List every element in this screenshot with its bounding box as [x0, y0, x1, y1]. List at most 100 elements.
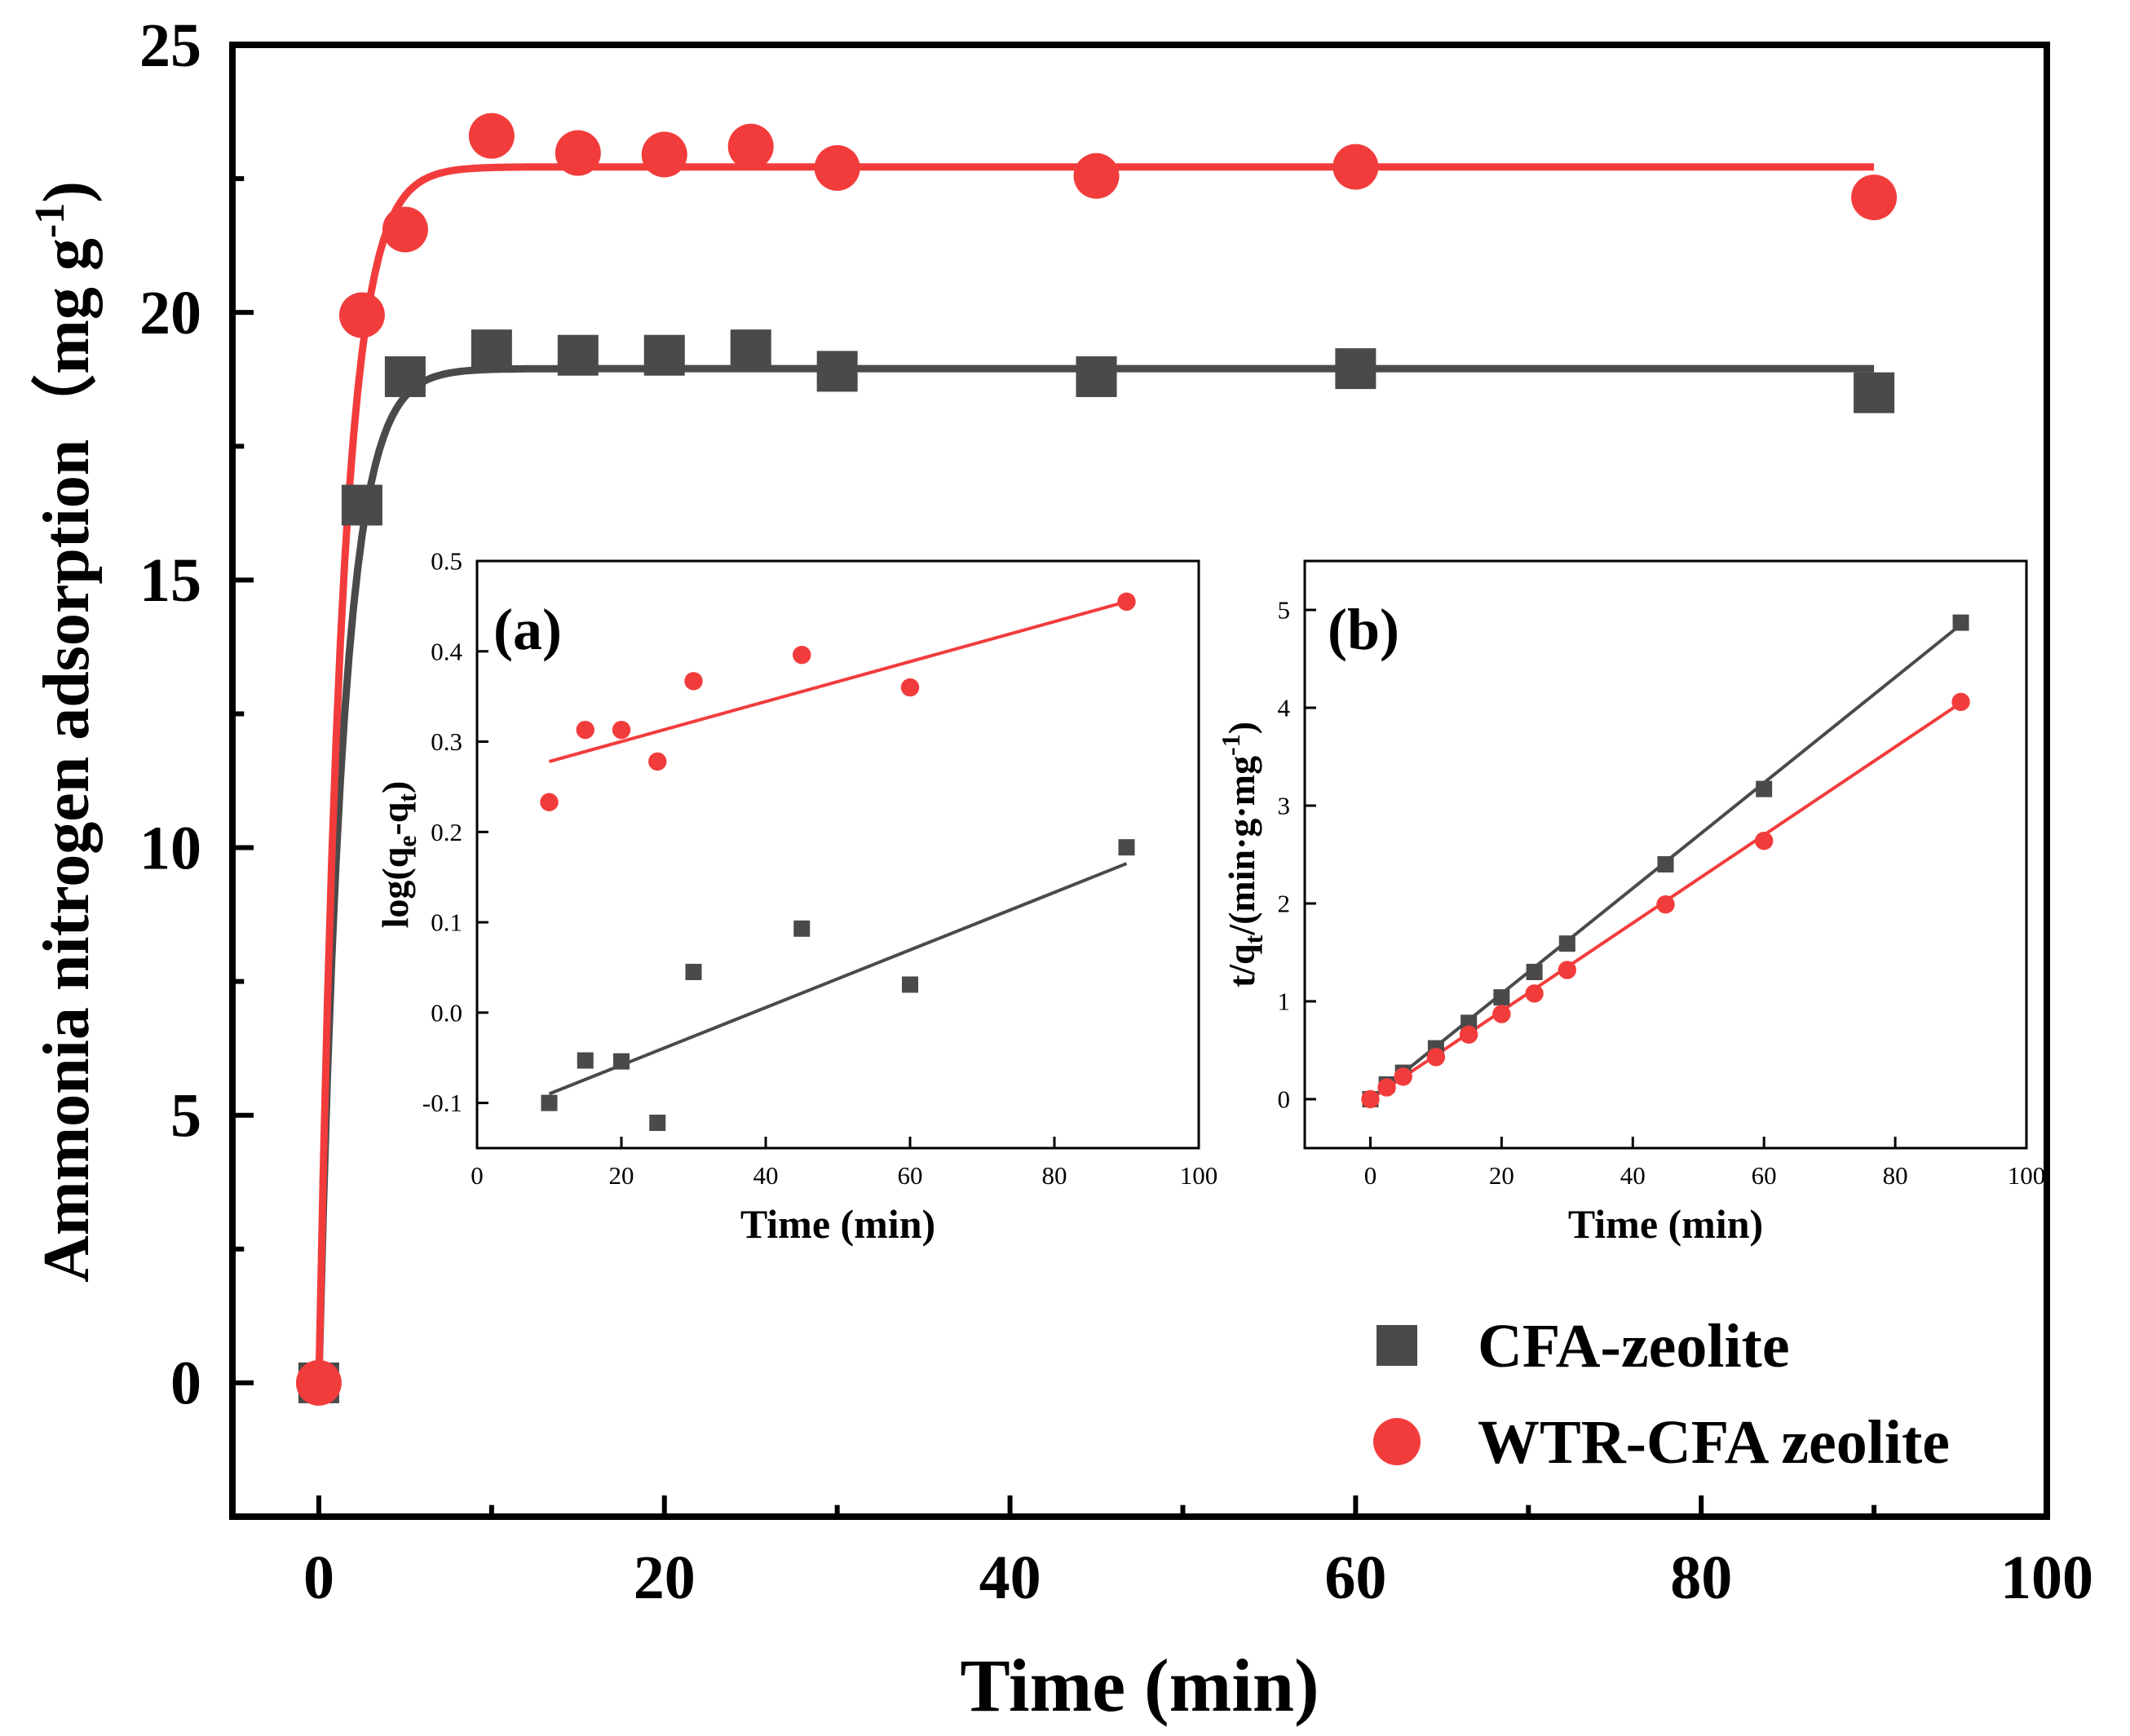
inset-a-x-tick-label: 60 — [898, 1161, 923, 1190]
inset-b-wtr-point — [1525, 984, 1544, 1003]
inset-b-wtr-point — [1459, 1025, 1478, 1045]
inset-b-x-tick-label: 40 — [1620, 1161, 1646, 1190]
inset-b-x-tick-label: 100 — [2008, 1161, 2046, 1190]
main-cfa-point — [1335, 348, 1377, 390]
inset-b-background — [1305, 561, 2026, 1148]
inset-b-chart: 0 20 40 60 80 100 0 1 2 3 4 5 (b) Time (min) t/qt/(min… — [1216, 559, 2046, 1247]
main-y-axis-title-sup: -1 — [27, 203, 73, 238]
main-y-tick-label: 10 — [139, 814, 201, 882]
inset-a-x-tick-label: 100 — [1180, 1161, 1218, 1190]
main-wtr-point — [1851, 174, 1898, 221]
main-plot-frame — [229, 42, 2050, 1520]
main-y-tick-label: 25 — [139, 11, 201, 80]
inset-b-y-tick-label: 5 — [1278, 596, 1291, 625]
inset-a-cfa-point — [685, 964, 702, 980]
inset-a-wtr-point — [900, 678, 920, 697]
main-cfa-point — [816, 351, 858, 392]
inset-a-x-tick-label: 20 — [609, 1161, 634, 1190]
inset-b-plot-frame — [1303, 559, 2028, 1150]
main-cfa-point — [643, 334, 685, 376]
inset-b-y-axis-title-sub: t — [1239, 934, 1268, 943]
inset-a-cfa-fit-line — [548, 862, 1128, 1096]
inset-b-y-axis-title-text: t/q — [1221, 943, 1262, 987]
main-wtr-point — [382, 206, 428, 253]
inset-a-y-tick-label: -0.1 — [422, 1089, 462, 1117]
main-wtr-point — [1073, 152, 1120, 199]
main-wtr-point — [727, 123, 774, 170]
main-y-tick-label: 15 — [139, 546, 201, 615]
inset-b-y-tick-label: 2 — [1278, 890, 1291, 918]
main-cfa-point — [1076, 356, 1117, 397]
legend-wtr-label: WTR-CFA zeolite — [1478, 1408, 1950, 1477]
inset-a-x-tick-label: 0 — [471, 1161, 484, 1190]
inset-a-cfa-point — [793, 920, 811, 937]
inset-b-x-tick-label: 0 — [1364, 1161, 1377, 1190]
inset-a-x-tick-label: 80 — [1042, 1161, 1067, 1190]
inset-b-panel-label: (b) — [1328, 597, 1399, 662]
main-cfa-point — [557, 334, 599, 376]
inset-a-cfa-point — [1118, 839, 1135, 856]
main-y-axis-title: Ammonia nitrogen adsorption（mg g-1) — [27, 181, 103, 1283]
main-wtr-point — [295, 1359, 342, 1406]
inset-b-cfa-point — [1493, 989, 1510, 1006]
inset-a-chart: 0 20 40 60 80 100 -0.1 0.0 0.1 0.2 0.3 0.4 0.5 (a) Tim… — [374, 547, 1217, 1247]
main-wtr-point — [555, 130, 601, 176]
inset-b-y-axis-title-mid: /(min·g·mg — [1221, 756, 1262, 936]
inset-a-wtr-point — [648, 752, 667, 771]
main-cfa-point — [1854, 372, 1895, 413]
inset-b-wtr-point — [1426, 1048, 1446, 1067]
inset-a-y-axis-title-sub: t — [392, 793, 422, 802]
inset-a-wtr-point — [684, 672, 703, 691]
inset-a-wtr-point — [540, 793, 559, 811]
inset-b-x-tick-label: 80 — [1883, 1161, 1908, 1190]
inset-b-y-axis-title: t/qt/(min·g·mg-1) — [1216, 722, 1268, 987]
main-cfa-point — [471, 329, 512, 371]
inset-b-wtr-point — [1377, 1078, 1396, 1097]
inset-a-wtr-point — [793, 646, 811, 665]
inset-a-y-tick-label: 0.0 — [431, 998, 462, 1027]
inset-b-cfa-point — [1526, 964, 1543, 980]
inset-b-cfa-point — [1952, 614, 1969, 631]
inset-a-cfa-point — [902, 976, 918, 993]
inset-b-y-tick-label: 4 — [1278, 694, 1291, 722]
inset-a-wtr-point — [576, 720, 594, 740]
main-x-tick-label: 100 — [2000, 1544, 2093, 1612]
inset-b-cfa-point — [1756, 780, 1773, 797]
inset-b-wtr-point — [1754, 831, 1774, 850]
inset-a-y-axis-title-close: ) — [374, 781, 416, 793]
inset-a-wtr-point — [612, 720, 631, 740]
inset-a-y-tick-label: 0.3 — [431, 727, 462, 756]
main-wtr-point — [338, 292, 385, 338]
inset-b-wtr-point — [1361, 1089, 1380, 1109]
inset-b-wtr-point — [1656, 895, 1675, 914]
inset-b-x-tick-label: 60 — [1752, 1161, 1777, 1190]
inset-b-wtr-point — [1951, 692, 1970, 711]
main-x-tick-label: 0 — [303, 1544, 334, 1612]
inset-b-wtr-point — [1558, 961, 1577, 979]
main-y-tick-label: 20 — [139, 279, 201, 347]
inset-b-cfa-point — [1558, 935, 1575, 952]
inset-b-x-axis-title: Time (min) — [1568, 1201, 1763, 1247]
inset-b-y-axis-title-close: ) — [1221, 722, 1262, 734]
main-wtr-point — [468, 113, 515, 159]
inset-a-wtr-point — [1117, 592, 1136, 612]
inset-a-cfa-point — [577, 1052, 594, 1069]
inset-b-y-tick-label: 3 — [1278, 792, 1291, 820]
inset-a-x-axis-title: Time (min) — [740, 1201, 935, 1247]
inset-a-background — [477, 561, 1199, 1148]
inset-b-wtr-point — [1394, 1067, 1412, 1086]
inset-b-y-tick-label: 1 — [1278, 987, 1291, 1016]
inset-a-y-tick-label: 0.1 — [431, 908, 462, 937]
inset-a-y-tick-label: 0.2 — [431, 818, 462, 846]
main-y-tick-label: 5 — [170, 1082, 201, 1151]
inset-a-y-axis-title-text: log(q — [374, 846, 416, 928]
main-y-axis-title-close: ) — [31, 181, 103, 203]
inset-a-cfa-point — [649, 1114, 666, 1131]
inset-a-y-axis-title-sub: e — [392, 836, 422, 847]
inset-a-y-tick-label: 0.4 — [431, 637, 462, 665]
inset-a-y-axis-title: log(qe-qt) — [374, 781, 422, 929]
inset-b-wtr-point — [1492, 1005, 1511, 1023]
main-y-axis-title-text: Ammonia nitrogen adsorption（mg g — [31, 238, 103, 1283]
inset-a-y-tick-label: 0.5 — [431, 547, 462, 576]
